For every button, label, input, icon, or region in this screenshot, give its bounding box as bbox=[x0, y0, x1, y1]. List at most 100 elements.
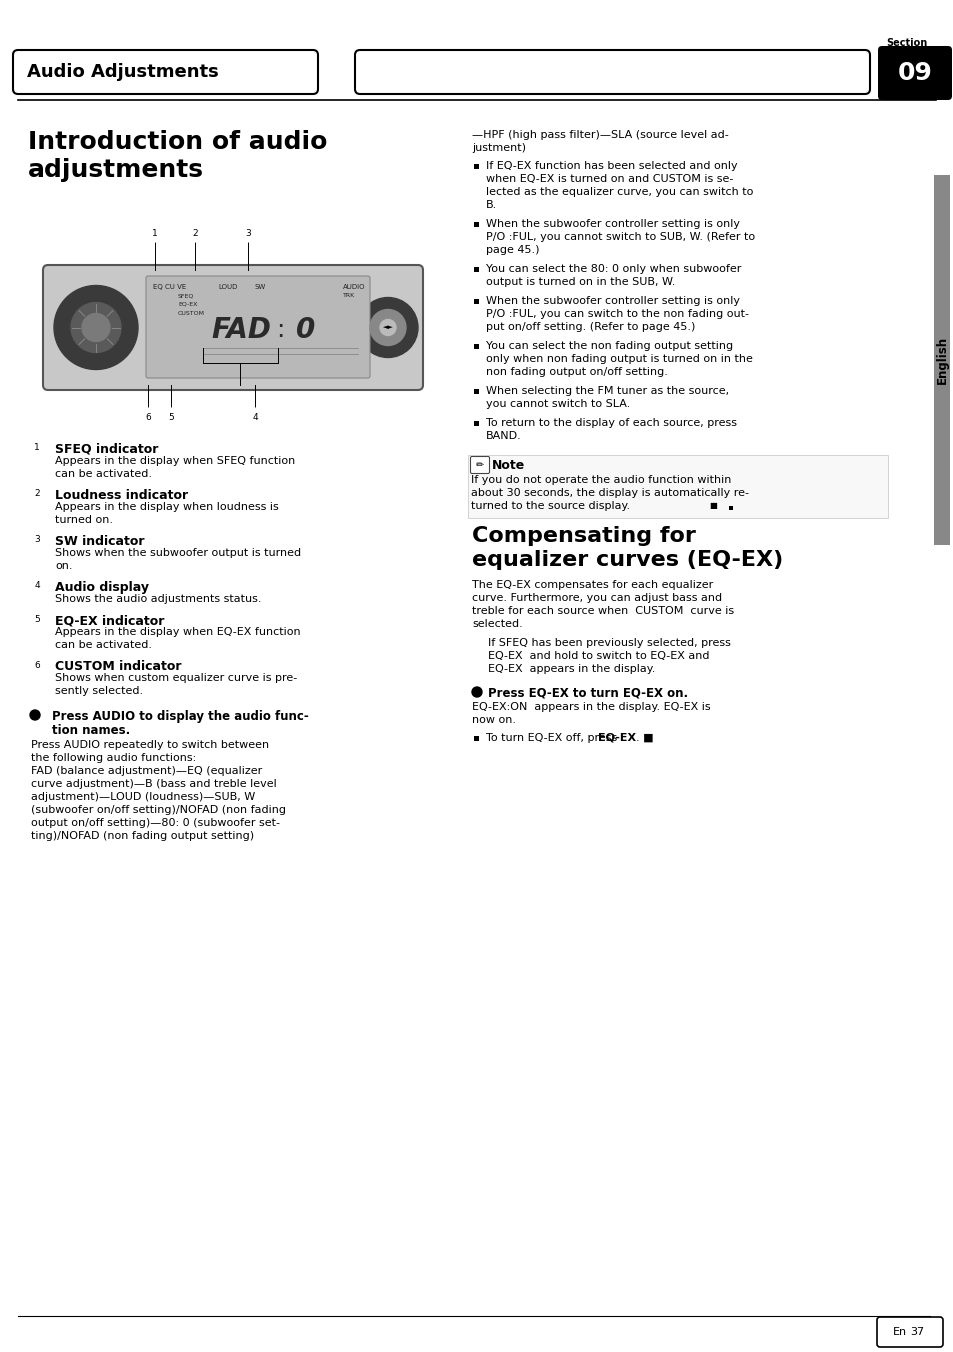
Text: ting)/NOFAD (non fading output setting): ting)/NOFAD (non fading output setting) bbox=[30, 831, 253, 841]
Circle shape bbox=[146, 224, 164, 242]
Text: If you do not operate the audio function within: If you do not operate the audio function… bbox=[471, 475, 731, 485]
Bar bbox=[474, 299, 479, 303]
Text: Press AUDIO to display the audio func-: Press AUDIO to display the audio func- bbox=[52, 710, 309, 723]
Text: SW indicator: SW indicator bbox=[55, 535, 144, 548]
Text: English: English bbox=[935, 335, 947, 384]
Text: curve. Furthermore, you can adjust bass and: curve. Furthermore, you can adjust bass … bbox=[472, 594, 721, 603]
Text: 37: 37 bbox=[909, 1328, 923, 1337]
Text: En: En bbox=[892, 1328, 906, 1337]
Bar bbox=[474, 735, 479, 741]
Text: Introduction of audio: Introduction of audio bbox=[28, 130, 327, 154]
Text: Appears in the display when EQ-EX function: Appears in the display when EQ-EX functi… bbox=[55, 627, 300, 637]
Text: 4: 4 bbox=[34, 581, 40, 591]
Text: 3: 3 bbox=[34, 535, 40, 545]
Circle shape bbox=[82, 314, 110, 342]
Text: 4: 4 bbox=[252, 412, 257, 422]
Text: The EQ-EX compensates for each equalizer: The EQ-EX compensates for each equalizer bbox=[472, 580, 713, 589]
Text: 6: 6 bbox=[145, 412, 151, 422]
Text: curve adjustment)—B (bass and treble level: curve adjustment)—B (bass and treble lev… bbox=[30, 779, 276, 790]
Circle shape bbox=[473, 639, 480, 648]
Text: now on.: now on. bbox=[472, 715, 516, 725]
Text: output on/off setting)—80: 0 (subwoofer set-: output on/off setting)—80: 0 (subwoofer … bbox=[30, 818, 280, 827]
Circle shape bbox=[357, 297, 417, 357]
Circle shape bbox=[139, 408, 157, 426]
Bar bbox=[474, 420, 479, 426]
Circle shape bbox=[379, 319, 395, 335]
Text: treble for each source when  CUSTOM  curve is: treble for each source when CUSTOM curve… bbox=[472, 606, 734, 617]
Text: sently selected.: sently selected. bbox=[55, 685, 143, 696]
Text: when EQ-EX is turned on and CUSTOM is se-: when EQ-EX is turned on and CUSTOM is se… bbox=[485, 174, 733, 184]
Text: AUDIO: AUDIO bbox=[343, 284, 365, 289]
Circle shape bbox=[28, 577, 46, 595]
Text: EQ-EX  appears in the display.: EQ-EX appears in the display. bbox=[488, 664, 655, 675]
Text: ◄►: ◄► bbox=[382, 324, 393, 330]
Circle shape bbox=[186, 224, 204, 242]
Text: B.: B. bbox=[485, 200, 497, 210]
Text: Loudness indicator: Loudness indicator bbox=[55, 489, 188, 502]
Text: When selecting the FM tuner as the source,: When selecting the FM tuner as the sourc… bbox=[485, 387, 728, 396]
Text: Shows the audio adjustments status.: Shows the audio adjustments status. bbox=[55, 594, 261, 604]
Text: :: : bbox=[275, 318, 284, 342]
Text: you cannot switch to SLA.: you cannot switch to SLA. bbox=[485, 399, 630, 410]
Text: You can select the 80: 0 only when subwoofer: You can select the 80: 0 only when subwo… bbox=[485, 264, 740, 274]
Text: LOUD: LOUD bbox=[218, 284, 237, 289]
Bar bbox=[474, 388, 479, 393]
Text: —HPF (high pass filter)—SLA (source level ad-: —HPF (high pass filter)—SLA (source leve… bbox=[472, 130, 728, 141]
Text: only when non fading output is turned on in the: only when non fading output is turned on… bbox=[485, 354, 752, 364]
Text: 1: 1 bbox=[152, 228, 157, 238]
Text: 3: 3 bbox=[245, 228, 251, 238]
Circle shape bbox=[71, 303, 121, 353]
Text: turned to the source display.: turned to the source display. bbox=[471, 502, 630, 511]
Text: EQ-EX indicator: EQ-EX indicator bbox=[55, 614, 164, 627]
Text: page 45.): page 45.) bbox=[485, 245, 539, 256]
Text: When the subwoofer controller setting is only: When the subwoofer controller setting is… bbox=[485, 296, 740, 306]
Text: TRK: TRK bbox=[343, 293, 355, 297]
Text: . ■: . ■ bbox=[636, 733, 653, 744]
Text: Audio display: Audio display bbox=[55, 581, 149, 594]
Text: can be activated.: can be activated. bbox=[55, 469, 152, 479]
Text: adjustments: adjustments bbox=[28, 158, 204, 183]
FancyBboxPatch shape bbox=[146, 276, 370, 379]
Text: 5: 5 bbox=[168, 412, 173, 422]
Text: EQ CU VE: EQ CU VE bbox=[152, 284, 186, 289]
Circle shape bbox=[472, 687, 481, 698]
Text: CUSTOM indicator: CUSTOM indicator bbox=[55, 660, 181, 673]
Text: Appears in the display when SFEQ function: Appears in the display when SFEQ functio… bbox=[55, 456, 294, 466]
Text: equalizer curves (EQ-EX): equalizer curves (EQ-EX) bbox=[472, 550, 782, 571]
Bar bbox=[474, 222, 479, 227]
Text: If EQ-EX function has been selected and only: If EQ-EX function has been selected and … bbox=[485, 161, 737, 170]
Text: selected.: selected. bbox=[472, 619, 522, 629]
Text: To turn EQ-EX off, press: To turn EQ-EX off, press bbox=[485, 733, 620, 744]
FancyBboxPatch shape bbox=[355, 50, 869, 95]
Text: tion names.: tion names. bbox=[52, 725, 131, 737]
Text: lected as the equalizer curve, you can switch to: lected as the equalizer curve, you can s… bbox=[485, 187, 753, 197]
Text: 5: 5 bbox=[34, 615, 40, 623]
FancyBboxPatch shape bbox=[470, 457, 489, 473]
Text: EQ-EX  and hold to switch to EQ-EX and: EQ-EX and hold to switch to EQ-EX and bbox=[488, 652, 709, 661]
Text: Audio Adjustments: Audio Adjustments bbox=[27, 64, 218, 81]
Text: 09: 09 bbox=[897, 61, 931, 85]
Text: FAD (balance adjustment)—EQ (equalizer: FAD (balance adjustment)—EQ (equalizer bbox=[30, 767, 262, 776]
Text: EQ-EX:ON  appears in the display. EQ-EX is: EQ-EX:ON appears in the display. EQ-EX i… bbox=[472, 702, 710, 713]
Text: 0: 0 bbox=[295, 316, 314, 343]
Text: SFEQ indicator: SFEQ indicator bbox=[55, 443, 158, 456]
Circle shape bbox=[28, 439, 46, 457]
Text: output is turned on in the SUB, W.: output is turned on in the SUB, W. bbox=[485, 277, 675, 287]
Text: about 30 seconds, the display is automatically re-: about 30 seconds, the display is automat… bbox=[471, 488, 748, 498]
FancyBboxPatch shape bbox=[13, 50, 317, 95]
Text: ■: ■ bbox=[708, 502, 716, 510]
Text: BAND.: BAND. bbox=[485, 431, 521, 441]
Text: FAD: FAD bbox=[211, 316, 271, 343]
Text: ✏: ✏ bbox=[476, 460, 483, 470]
Text: turned on.: turned on. bbox=[55, 515, 112, 525]
Text: 6: 6 bbox=[34, 661, 40, 669]
Bar bbox=[728, 506, 732, 510]
Text: Note: Note bbox=[492, 458, 525, 472]
Text: Press AUDIO repeatedly to switch between: Press AUDIO repeatedly to switch between bbox=[30, 740, 269, 750]
Bar bbox=[933, 174, 949, 545]
Text: EQ-EX: EQ-EX bbox=[178, 301, 197, 307]
Circle shape bbox=[370, 310, 406, 346]
Bar bbox=[474, 164, 479, 169]
Text: adjustment)—LOUD (loudness)—SUB, W: adjustment)—LOUD (loudness)—SUB, W bbox=[30, 792, 255, 802]
Text: You can select the non fading output setting: You can select the non fading output set… bbox=[485, 341, 732, 352]
